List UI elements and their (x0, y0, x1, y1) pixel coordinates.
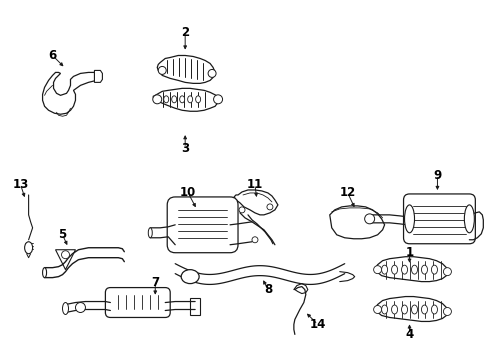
Ellipse shape (404, 205, 414, 233)
Text: 6: 6 (48, 49, 57, 62)
Ellipse shape (411, 305, 417, 314)
Ellipse shape (171, 96, 176, 103)
Text: 9: 9 (432, 168, 441, 181)
Polygon shape (329, 206, 384, 239)
Circle shape (213, 95, 222, 104)
Ellipse shape (42, 268, 46, 278)
Text: 4: 4 (405, 328, 413, 341)
Ellipse shape (430, 265, 437, 274)
Ellipse shape (181, 270, 199, 284)
Polygon shape (56, 250, 75, 270)
Ellipse shape (62, 302, 68, 315)
Polygon shape (157, 55, 215, 84)
Polygon shape (234, 190, 277, 215)
Circle shape (364, 214, 374, 224)
Circle shape (251, 237, 258, 243)
Ellipse shape (381, 265, 387, 274)
Ellipse shape (421, 305, 427, 314)
Ellipse shape (464, 205, 473, 233)
Polygon shape (153, 88, 220, 111)
Polygon shape (375, 297, 447, 321)
Polygon shape (42, 72, 100, 114)
FancyBboxPatch shape (167, 197, 238, 253)
Polygon shape (94, 71, 102, 82)
Text: 2: 2 (181, 26, 189, 39)
Circle shape (158, 67, 166, 75)
Text: 11: 11 (246, 179, 263, 192)
Circle shape (239, 207, 244, 213)
Ellipse shape (24, 242, 33, 254)
Ellipse shape (430, 305, 437, 314)
Ellipse shape (391, 265, 397, 274)
Text: 8: 8 (263, 283, 271, 296)
Text: 13: 13 (13, 179, 29, 192)
Ellipse shape (163, 96, 168, 103)
Ellipse shape (195, 96, 200, 103)
Ellipse shape (401, 265, 407, 274)
Polygon shape (190, 298, 200, 315)
Ellipse shape (179, 96, 184, 103)
Text: 7: 7 (151, 276, 159, 289)
Ellipse shape (411, 265, 417, 274)
FancyBboxPatch shape (105, 288, 170, 318)
FancyBboxPatch shape (403, 194, 474, 244)
Circle shape (373, 266, 381, 274)
Text: 10: 10 (180, 186, 196, 199)
Ellipse shape (421, 265, 427, 274)
Text: 1: 1 (405, 246, 413, 259)
Ellipse shape (401, 305, 407, 314)
Ellipse shape (187, 96, 192, 103)
Text: 12: 12 (339, 186, 355, 199)
Circle shape (443, 307, 450, 315)
Circle shape (373, 306, 381, 314)
Circle shape (266, 204, 272, 210)
Polygon shape (375, 257, 447, 282)
Circle shape (75, 302, 85, 312)
Text: 14: 14 (309, 318, 325, 331)
Ellipse shape (381, 305, 387, 314)
Circle shape (208, 69, 216, 77)
Circle shape (152, 95, 162, 104)
Ellipse shape (148, 228, 152, 238)
Text: 5: 5 (58, 228, 66, 241)
Text: 3: 3 (181, 141, 189, 155)
Ellipse shape (391, 305, 397, 314)
Circle shape (61, 251, 69, 259)
Circle shape (443, 268, 450, 276)
